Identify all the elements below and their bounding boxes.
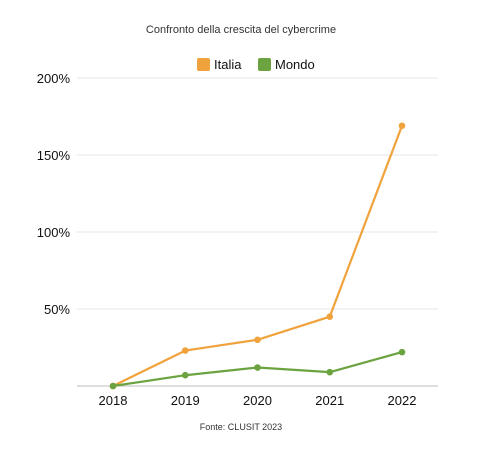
gridlines [77,77,438,310]
series-group [109,122,406,390]
data-point-mondo [181,371,189,379]
x-tick-label: 2021 [315,393,344,408]
legend-label-italia: Italia [214,57,242,72]
y-tick-label: 200% [37,71,71,86]
legend: Italia Mondo [197,57,315,72]
x-tick-label: 2018 [99,393,128,408]
legend-label-mondo: Mondo [275,57,315,72]
data-point-italia [398,122,406,130]
series-line-italia [111,124,404,388]
x-tick-label: 2019 [171,393,200,408]
data-point-italia [326,313,334,321]
x-tick-label: 2020 [243,393,272,408]
x-tick-label: 2022 [388,393,417,408]
data-point-mondo [109,382,117,390]
y-axis-ticks: 50% 100% 150% 200% [37,71,71,317]
legend-swatch-mondo [258,58,271,71]
data-point-mondo [254,364,261,371]
chart-title: Confronto della crescita del cybercrime [146,24,336,36]
y-tick-label: 50% [44,302,70,317]
chart-source: Fonte: CLUSIT 2023 [200,422,282,432]
x-axis-ticks: 2018 2019 2020 2021 2022 [99,393,417,408]
legend-swatch-italia [197,58,210,71]
y-tick-label: 150% [37,148,71,163]
data-point-italia [254,336,261,344]
data-point-italia [181,347,189,354]
data-point-mondo [398,348,406,356]
data-point-mondo [326,368,334,376]
y-tick-label: 100% [37,225,71,240]
